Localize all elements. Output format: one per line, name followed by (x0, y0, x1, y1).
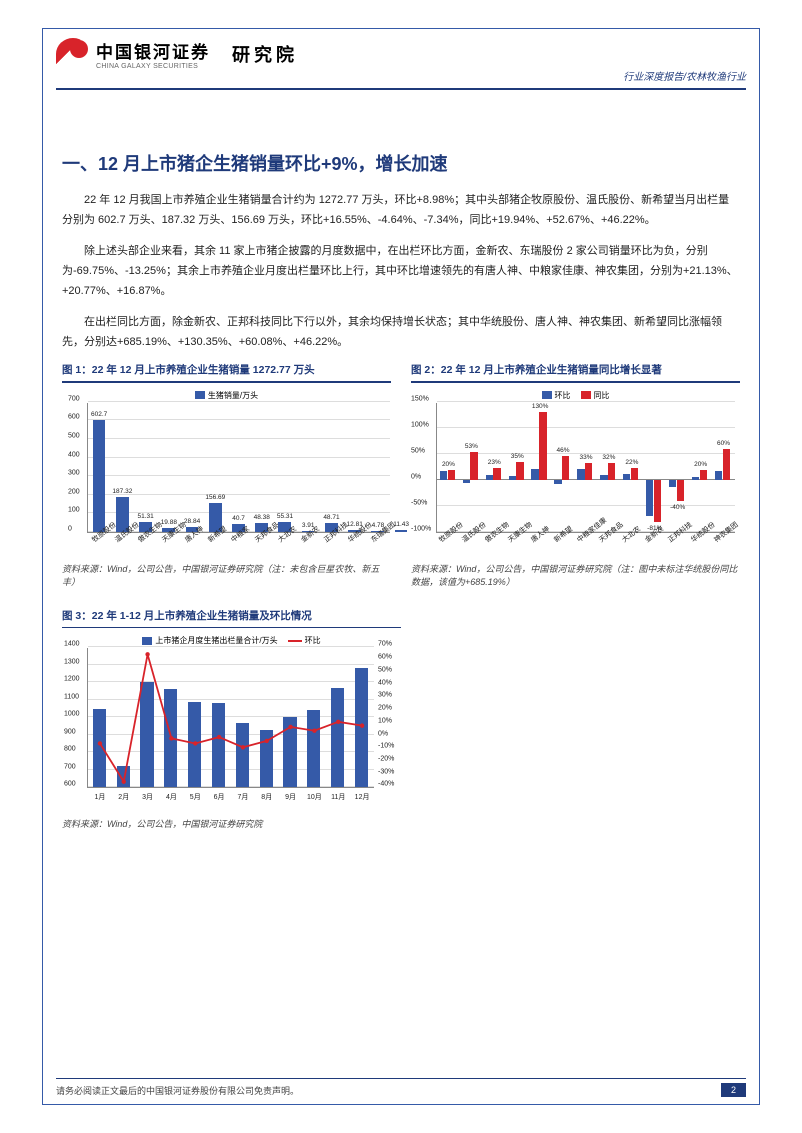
logo-en: CHINA GALAXY SECURITIES (96, 63, 210, 70)
legend-label: 生猪销量/万头 (208, 390, 258, 401)
legend-label: 上市猪企月度生猪出栏量合计/万头 (155, 635, 277, 646)
legend-label: 环比 (555, 390, 571, 401)
chart-legend: 环比 同比 (412, 390, 739, 401)
chart-grouped-bar-yoy: 环比 同比 -100%-50%0%50%100%150%20%牧原股份53%温氏… (411, 389, 740, 559)
figure-3: 图 3：22 年 1-12 月上市养殖企业生猪销量及环比情况 上市猪企月度生猪出… (62, 608, 401, 832)
section-heading: 一、12 月上市猪企生猪销量环比+9%，增长加速 (62, 150, 740, 176)
legend-swatch-icon (542, 391, 552, 399)
figure-2: 图 2：22 年 12 月上市养殖企业生猪销量同比增长显著 环比 同比 -100… (411, 362, 740, 590)
figure-title: 图 1：22 年 12 月上市养殖企业生猪销量 1272.77 万头 (62, 362, 391, 377)
page-header: 中国银河证券 CHINA GALAXY SECURITIES 研究院 行业深度报… (56, 38, 746, 96)
figure-title-rule (411, 381, 740, 383)
figure-title-rule (62, 381, 391, 383)
legend-swatch-icon (581, 391, 591, 399)
chart-plot-area: -100%-50%0%50%100%150%20%牧原股份53%温氏股份23%傲… (436, 403, 735, 533)
chart-legend: 生猪销量/万头 (63, 390, 390, 401)
content-body: 一、12 月上市猪企生猪销量环比+9%，增长加速 22 年 12 月我国上市养殖… (62, 150, 740, 832)
legend-label: 同比 (594, 390, 610, 401)
logo: 中国银河证券 CHINA GALAXY SECURITIES 研究院 (56, 38, 746, 70)
legend-swatch-icon (142, 637, 152, 645)
chart-bar-sales: 生猪销量/万头 0100200300400500600700602.7牧原股份1… (62, 389, 391, 559)
paragraph: 除上述头部企业来看，其余 11 家上市猪企披露的月度数据中，在出栏环比方面，金新… (62, 241, 740, 302)
page-footer: 请务必阅读正文最后的中国银河证券股份有限公司免责声明。 2 (56, 1078, 746, 1097)
figure-source: 资料来源：Wind，公司公告，中国银河证券研究院（注：未包含巨星农牧、新五丰） (62, 563, 391, 590)
figure-source: 资料来源：Wind，公司公告，中国银河证券研究院 (62, 818, 401, 832)
figure-row-1: 图 1：22 年 12 月上市养殖企业生猪销量 1272.77 万头 生猪销量/… (62, 362, 740, 590)
chart-legend: 上市猪企月度生猪出栏量合计/万头 环比 (63, 635, 400, 646)
figure-title-rule (62, 627, 401, 629)
chart-combo-monthly: 上市猪企月度生猪出栏量合计/万头 环比 60070080090010001100… (62, 634, 401, 814)
logo-zh: 中国银河证券 (96, 38, 210, 63)
figure-title: 图 3：22 年 1-12 月上市养殖企业生猪销量及环比情况 (62, 608, 401, 623)
footer-disclaimer: 请务必阅读正文最后的中国银河证券股份有限公司免责声明。 (56, 1084, 299, 1097)
figure-title: 图 2：22 年 12 月上市养殖企业生猪销量同比增长显著 (411, 362, 740, 377)
footer-page-number: 2 (721, 1083, 746, 1097)
legend-line-icon (288, 640, 302, 642)
header-category: 行业深度报告/农林牧渔行业 (623, 68, 746, 83)
logo-suffix: 研究院 (232, 41, 298, 67)
paragraph: 22 年 12 月我国上市养殖企业生猪销量合计约为 1272.77 万头，环比+… (62, 190, 740, 231)
figure-source: 资料来源：Wind，公司公告，中国银河证券研究院（注：图中未标注华统股份同比数据… (411, 563, 740, 590)
figure-1: 图 1：22 年 12 月上市养殖企业生猪销量 1272.77 万头 生猪销量/… (62, 362, 391, 590)
legend-swatch-icon (195, 391, 205, 399)
logo-mark-icon (56, 38, 90, 70)
chart-plot-area: 60070080090010001100120013001400-40%-30%… (87, 648, 374, 788)
paragraph: 在出栏同比方面，除金新农、正邦科技同比下行以外，其余均保持增长状态；其中华统股份… (62, 312, 740, 353)
header-rule (56, 88, 746, 90)
chart-plot-area: 0100200300400500600700602.7牧原股份187.32温氏股… (87, 403, 390, 533)
legend-label: 环比 (305, 635, 321, 646)
